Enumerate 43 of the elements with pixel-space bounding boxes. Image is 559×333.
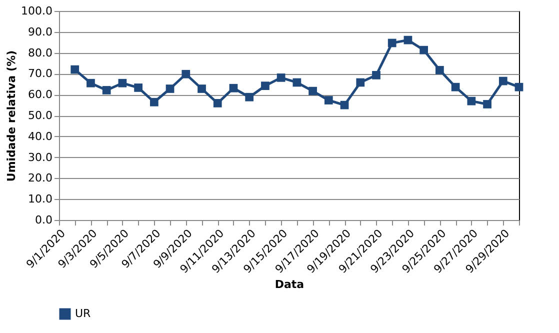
y-tick-label: 30.0: [28, 150, 52, 164]
y-tick-label: 50.0: [28, 109, 52, 122]
y-tick-label: 70.0: [28, 67, 52, 80]
y-tick-label: 60.0: [28, 88, 52, 102]
point: [404, 36, 412, 44]
point: [118, 78, 127, 88]
point: [292, 78, 302, 87]
point: [308, 86, 317, 96]
point: [356, 78, 365, 87]
y-tick-label: 0.0: [35, 214, 52, 226]
point: [166, 84, 174, 93]
point: [276, 73, 286, 82]
point: [245, 92, 254, 102]
point: [372, 70, 380, 80]
point: [451, 82, 460, 92]
y-tick-label: 80.0: [28, 46, 52, 60]
legend-label: UR: [75, 307, 92, 320]
point: [86, 78, 95, 88]
y-axis-title: Umidade relativa (%): [5, 50, 18, 182]
point: [198, 84, 206, 93]
point: [420, 46, 428, 54]
point: [514, 82, 524, 92]
point: [388, 38, 396, 48]
point: [213, 98, 222, 108]
x-axis-title: Data: [274, 278, 304, 292]
point: [102, 86, 111, 94]
point: [483, 100, 492, 108]
point: [467, 96, 476, 106]
point: [229, 84, 238, 92]
y-tick-label: 40.0: [28, 130, 52, 143]
point: [261, 82, 270, 90]
y-tick-label: 100.0: [21, 4, 52, 18]
point: [70, 65, 80, 74]
y-tick-label: 10.0: [28, 192, 52, 206]
point: [436, 66, 444, 74]
y-tick-label: 20.0: [28, 172, 52, 185]
point: [134, 84, 142, 92]
point: [182, 70, 190, 78]
point: [150, 98, 158, 106]
y-tick-label: 90.0: [28, 25, 52, 38]
point: [324, 96, 333, 104]
point: [498, 76, 508, 86]
point: [340, 100, 349, 110]
